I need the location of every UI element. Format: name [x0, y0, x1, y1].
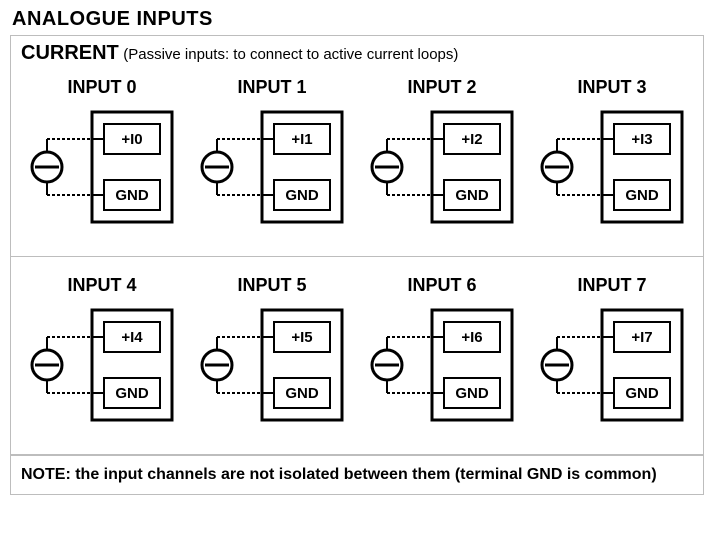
svg-text:+I2: +I2: [461, 131, 482, 148]
input-diagram: +I1GND+: [197, 108, 347, 226]
input-row-1: INPUT 4+I4GND+INPUT 5+I5GND+INPUT 6+I6GN…: [11, 257, 703, 455]
svg-text:+I6: +I6: [461, 329, 482, 346]
note-row: NOTE: the input channels are not isolate…: [11, 455, 703, 494]
input-label: INPUT 1: [237, 77, 306, 98]
svg-text:GND: GND: [625, 385, 659, 402]
input-cell: INPUT 2+I2GND+: [357, 77, 527, 226]
input-diagram: +I7GND+: [537, 306, 687, 424]
input-diagram: +I6GND+: [367, 306, 517, 424]
svg-text:+I0: +I0: [121, 131, 142, 148]
input-cell: INPUT 5+I5GND+: [187, 275, 357, 424]
header-subtitle: (Passive inputs: to connect to active cu…: [123, 46, 458, 63]
svg-text:+I4: +I4: [121, 329, 143, 346]
input-label: INPUT 0: [67, 77, 136, 98]
svg-text:+I1: +I1: [291, 131, 312, 148]
header-main: CURRENT: [21, 42, 119, 64]
svg-text:GND: GND: [285, 187, 319, 204]
svg-text:GND: GND: [625, 187, 659, 204]
analogue-inputs-panel: ANALOGUE INPUTS CURRENT (Passive inputs:…: [0, 0, 714, 550]
note-text: NOTE: the input channels are not isolate…: [21, 466, 657, 483]
svg-text:+I3: +I3: [631, 131, 652, 148]
input-diagram: +I5GND+: [197, 306, 347, 424]
svg-text:GND: GND: [115, 187, 149, 204]
input-cell: INPUT 7+I7GND+: [527, 275, 697, 424]
svg-text:GND: GND: [285, 385, 319, 402]
page-title: ANALOGUE INPUTS: [12, 8, 704, 31]
svg-text:+I7: +I7: [631, 329, 652, 346]
svg-text:GND: GND: [455, 385, 489, 402]
input-diagram: +I0GND+: [27, 108, 177, 226]
input-diagram: +I3GND+: [537, 108, 687, 226]
input-cell: INPUT 4+I4GND+: [17, 275, 187, 424]
input-label: INPUT 7: [577, 275, 646, 296]
input-diagram: +I4GND+: [27, 306, 177, 424]
input-label: INPUT 5: [237, 275, 306, 296]
input-cell: INPUT 3+I3GND+: [527, 77, 697, 226]
input-cell: INPUT 0+I0GND+: [17, 77, 187, 226]
input-label: INPUT 3: [577, 77, 646, 98]
svg-text:+I5: +I5: [291, 329, 312, 346]
input-row-0: INPUT 0+I0GND+INPUT 1+I1GND+INPUT 2+I2GN…: [11, 73, 703, 257]
diagram-frame: CURRENT (Passive inputs: to connect to a…: [10, 35, 704, 495]
input-cell: INPUT 6+I6GND+: [357, 275, 527, 424]
input-label: INPUT 4: [67, 275, 136, 296]
input-diagram: +I2GND+: [367, 108, 517, 226]
svg-text:GND: GND: [115, 385, 149, 402]
input-label: INPUT 2: [407, 77, 476, 98]
svg-text:GND: GND: [455, 187, 489, 204]
input-cell: INPUT 1+I1GND+: [187, 77, 357, 226]
input-label: INPUT 6: [407, 275, 476, 296]
section-header: CURRENT (Passive inputs: to connect to a…: [11, 36, 703, 73]
